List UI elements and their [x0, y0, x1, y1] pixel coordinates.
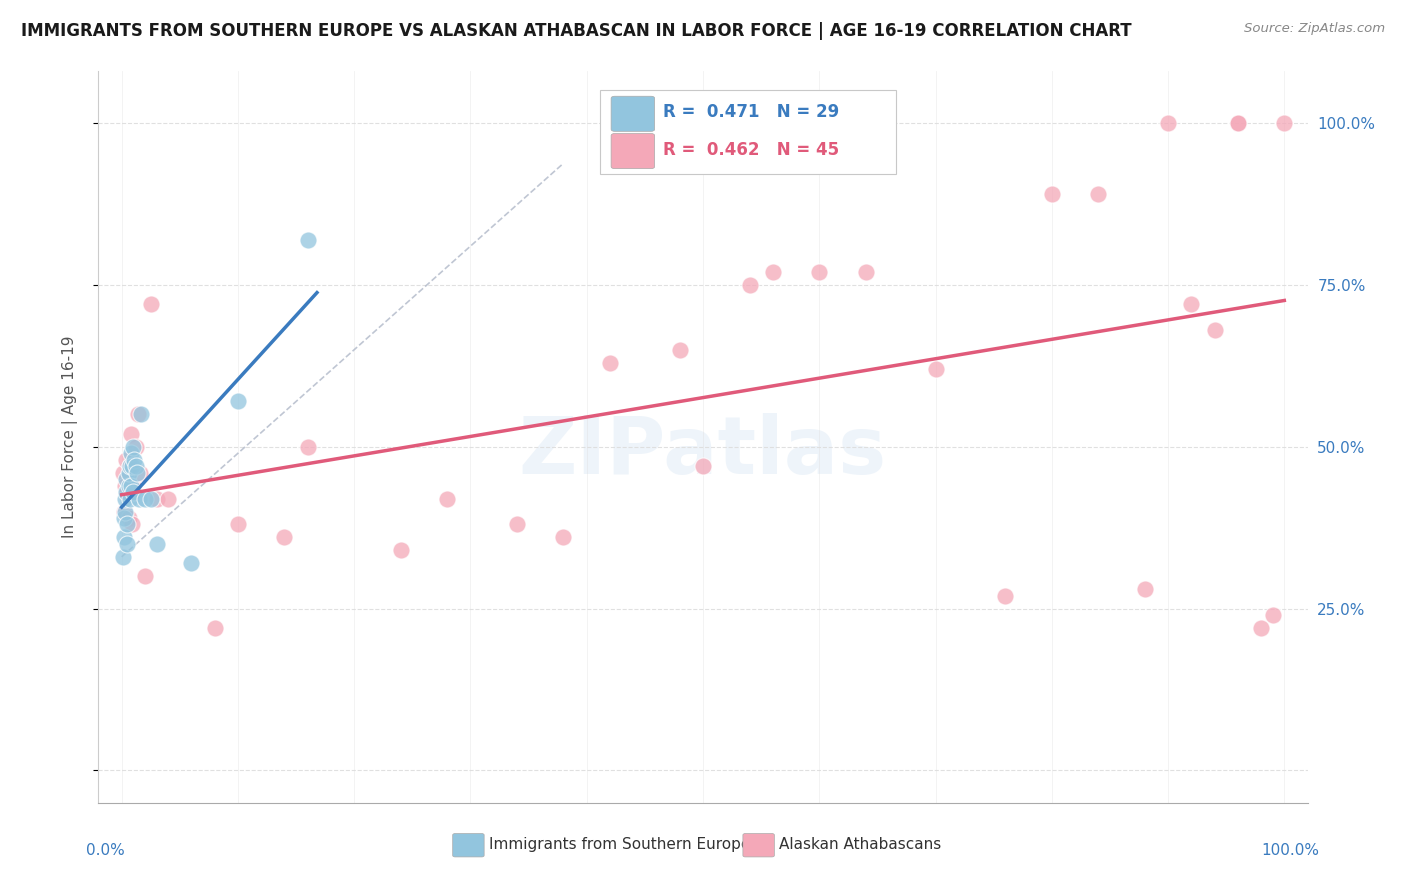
Point: [118, 491, 141, 506]
FancyBboxPatch shape: [612, 134, 655, 169]
Point: [120, 426, 142, 441]
Point: [128, 491, 150, 506]
Text: Immigrants from Southern Europe: Immigrants from Southern Europe: [489, 837, 751, 852]
Text: 100.0%: 100.0%: [1261, 843, 1320, 858]
Point: [297, 233, 319, 247]
Text: 0.0%: 0.0%: [86, 843, 125, 858]
Text: ZIPatlas: ZIPatlas: [519, 413, 887, 491]
Point: [297, 440, 319, 454]
Point: [157, 491, 180, 506]
Point: [118, 466, 141, 480]
Point: [121, 459, 143, 474]
Point: [112, 504, 135, 518]
Point: [273, 530, 295, 544]
Point: [924, 362, 946, 376]
Point: [1226, 116, 1249, 130]
Point: [1157, 116, 1180, 130]
Point: [1226, 116, 1249, 130]
Point: [226, 517, 249, 532]
Point: [226, 394, 249, 409]
Point: [145, 537, 167, 551]
FancyBboxPatch shape: [742, 833, 775, 857]
Point: [738, 277, 761, 292]
Point: [139, 297, 162, 311]
Point: [204, 621, 226, 635]
Point: [692, 459, 714, 474]
Point: [1180, 297, 1202, 311]
Point: [436, 491, 458, 506]
Point: [115, 472, 138, 486]
FancyBboxPatch shape: [600, 90, 897, 174]
Point: [122, 485, 145, 500]
Point: [1250, 621, 1272, 635]
Point: [808, 265, 831, 279]
Point: [1204, 323, 1226, 337]
FancyBboxPatch shape: [612, 96, 655, 131]
Text: Source: ZipAtlas.com: Source: ZipAtlas.com: [1244, 22, 1385, 36]
Point: [1087, 187, 1109, 202]
Point: [114, 504, 136, 518]
Point: [124, 459, 146, 474]
Point: [112, 530, 135, 544]
Point: [120, 446, 142, 460]
Point: [118, 478, 141, 492]
Text: Alaskan Athabascans: Alaskan Athabascans: [779, 837, 942, 852]
Point: [180, 557, 202, 571]
Point: [145, 491, 167, 506]
Point: [389, 543, 412, 558]
Point: [112, 511, 135, 525]
Point: [599, 356, 621, 370]
Text: R =  0.462   N = 45: R = 0.462 N = 45: [664, 141, 839, 159]
Point: [117, 537, 139, 551]
Point: [1261, 608, 1284, 623]
Y-axis label: In Labor Force | Age 16-19: In Labor Force | Age 16-19: [62, 335, 77, 539]
Point: [115, 485, 138, 500]
Point: [117, 485, 139, 500]
Point: [506, 517, 529, 532]
Point: [127, 408, 149, 422]
Point: [1133, 582, 1156, 597]
FancyBboxPatch shape: [453, 833, 484, 857]
Point: [115, 452, 138, 467]
Point: [762, 265, 785, 279]
Point: [855, 265, 877, 279]
Point: [124, 452, 146, 467]
Point: [129, 466, 152, 480]
Point: [118, 511, 141, 525]
Point: [668, 343, 690, 357]
Point: [1272, 116, 1295, 130]
Point: [120, 478, 142, 492]
Point: [111, 466, 134, 480]
Point: [114, 478, 136, 492]
Point: [117, 517, 139, 532]
Point: [121, 517, 143, 532]
Point: [124, 440, 146, 454]
Point: [114, 491, 136, 506]
Point: [139, 491, 162, 506]
Point: [118, 459, 141, 474]
Point: [1040, 187, 1063, 202]
Point: [122, 440, 145, 454]
Point: [125, 466, 148, 480]
Point: [131, 408, 153, 422]
Point: [134, 491, 156, 506]
Point: [134, 569, 156, 583]
Point: [122, 478, 145, 492]
Point: [118, 459, 141, 474]
Point: [994, 589, 1017, 603]
Point: [111, 549, 134, 564]
Point: [553, 530, 575, 544]
Text: IMMIGRANTS FROM SOUTHERN EUROPE VS ALASKAN ATHABASCAN IN LABOR FORCE | AGE 16-19: IMMIGRANTS FROM SOUTHERN EUROPE VS ALASK…: [21, 22, 1132, 40]
Text: R =  0.471   N = 29: R = 0.471 N = 29: [664, 103, 839, 120]
